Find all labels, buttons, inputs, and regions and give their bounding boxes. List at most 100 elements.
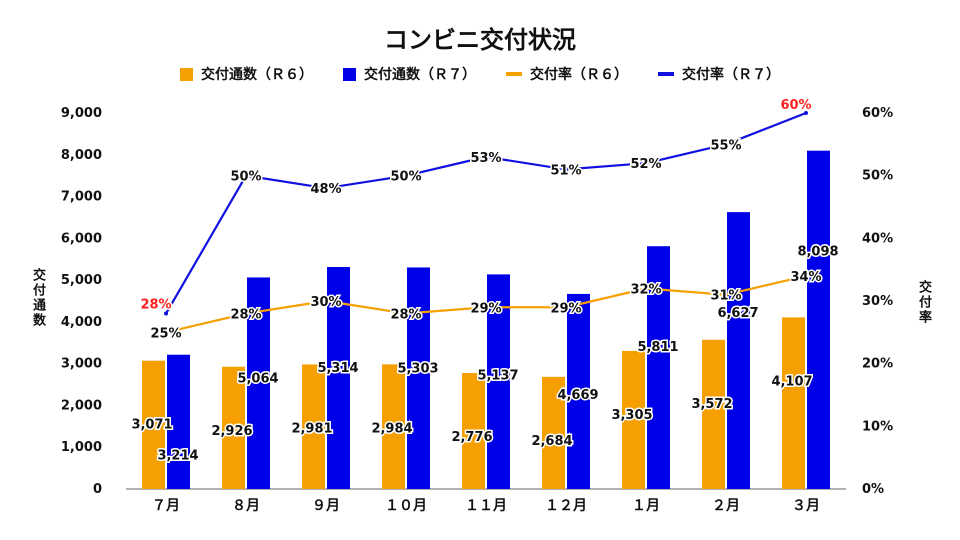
line-r7-rate-point <box>804 111 808 115</box>
bar-r7 <box>567 293 590 489</box>
data-label-r6-rate: 29% <box>470 301 501 316</box>
data-label-r7-rate: 53% <box>470 151 501 166</box>
bar-r6 <box>702 339 725 489</box>
line-r6-rate-point <box>804 273 808 278</box>
line-r6-rate-point <box>564 305 568 310</box>
bar-r7 <box>487 274 510 489</box>
data-label-r7-count: 5,314 <box>317 361 358 376</box>
line-r7-rate-point <box>564 167 568 172</box>
y-tick-left: 3,000 <box>61 357 102 372</box>
bar-r6 <box>542 376 565 489</box>
x-tick-label: ９月 <box>312 498 340 514</box>
line-r7-rate-point <box>164 311 168 316</box>
data-label-r6-count: 4,107 <box>771 374 812 389</box>
data-label-r6-count: 2,684 <box>531 434 572 449</box>
line-r6-rate-point <box>724 292 728 297</box>
x-tick-label: １２月 <box>545 498 587 514</box>
bar-r7 <box>407 267 430 489</box>
legend-swatch-r6-rate <box>506 72 522 76</box>
legend-label-r6-rate: 交付率（Ｒ６） <box>530 67 628 83</box>
line-r7-rate-point <box>484 154 488 159</box>
line-r7-rate-point <box>404 173 408 178</box>
data-label-r6-rate: 30% <box>310 295 341 310</box>
data-label-r7-count: 6,627 <box>717 306 758 321</box>
bar-r6 <box>782 317 805 489</box>
legend-swatch-r7-count <box>343 67 356 81</box>
line-r7-rate-point <box>244 173 248 178</box>
data-label-r6-count: 2,984 <box>371 421 412 436</box>
data-label-r7-count: 4,669 <box>557 388 598 403</box>
legend-item-r7-count: 交付通数（Ｒ７） <box>343 64 476 84</box>
y-tick-left: 9,000 <box>61 106 102 121</box>
legend-item-r7-rate: 交付率（Ｒ７） <box>658 64 780 84</box>
bar-r7 <box>167 354 190 489</box>
y-tick-right: 40% <box>862 231 893 246</box>
y-tick-right: 10% <box>862 419 893 434</box>
data-label-r6-count: 3,572 <box>691 397 732 412</box>
data-label-r7-count: 3,214 <box>157 449 198 464</box>
y-tick-right: 60% <box>862 106 893 121</box>
data-label-r6-rate: 28% <box>230 308 261 323</box>
bar-r6 <box>302 364 325 489</box>
y-axis-label-right: 交付率 <box>916 280 931 325</box>
y-tick-left: 1,000 <box>61 440 102 455</box>
line-r6-rate-point <box>324 299 328 303</box>
data-label-r6-rate: 32% <box>630 282 661 297</box>
y-tick-right: 20% <box>862 357 893 372</box>
y-tick-left: 8,000 <box>61 148 102 163</box>
x-tick-label: ３月 <box>792 498 820 514</box>
data-label-r7-rate: 48% <box>310 182 341 197</box>
y-tick-left: 0 <box>93 482 102 497</box>
y-tick-left: 7,000 <box>61 190 102 205</box>
y-tick-left: 5,000 <box>61 273 102 288</box>
legend-swatch-r7-rate <box>658 72 674 76</box>
line-r7-rate-point <box>644 161 648 166</box>
legend-label-r7-count: 交付通数（Ｒ７） <box>364 67 476 83</box>
y-tick-left: 4,000 <box>61 315 102 330</box>
bar-r6 <box>142 360 165 489</box>
y-tick-right: 0% <box>862 482 884 497</box>
bar-r7 <box>807 150 830 490</box>
legend-item-r6-rate: 交付率（Ｒ６） <box>506 64 628 84</box>
bar-r6 <box>462 373 485 489</box>
data-label-r6-count: 3,305 <box>611 408 652 423</box>
legend-item-r6-count: 交付通数（Ｒ６） <box>180 64 313 84</box>
x-tick-label: １月 <box>632 498 660 514</box>
x-tick-label: ２月 <box>712 498 740 514</box>
data-label-r6-rate: 25% <box>150 326 181 341</box>
x-tick-label: ８月 <box>232 498 260 514</box>
legend: 交付通数（Ｒ６） 交付通数（Ｒ７） 交付率（Ｒ６） 交付率（Ｒ７） <box>0 64 960 84</box>
data-label-r7-count: 5,811 <box>637 340 678 355</box>
data-label-r7-count: 5,137 <box>477 368 518 383</box>
y-tick-left: 6,000 <box>61 231 102 246</box>
line-r6-rate-point <box>644 286 648 291</box>
bar-r7 <box>247 277 270 489</box>
data-label-r7-rate: 50% <box>230 170 261 185</box>
data-label-r7-rate: 50% <box>390 170 421 185</box>
data-label-r6-rate: 31% <box>710 289 741 304</box>
y-tick-right: 50% <box>862 169 893 184</box>
data-label-r7-count: 5,303 <box>397 361 438 376</box>
line-r6-rate-point <box>244 311 248 316</box>
chart-title: コンビニ交付状況 <box>384 26 576 54</box>
data-label-r6-count: 2,981 <box>291 421 332 436</box>
bar-r6 <box>622 350 645 489</box>
y-tick-right: 30% <box>862 294 893 309</box>
data-label-r7-count: 8,098 <box>797 245 838 260</box>
legend-label-r6-count: 交付通数（Ｒ６） <box>201 67 313 83</box>
line-r6-rate-point <box>164 330 168 335</box>
line-r6-rate-point <box>484 305 488 310</box>
data-label-r6-count: 3,071 <box>131 418 172 433</box>
data-label-r6-rate: 34% <box>790 270 821 285</box>
x-tick-label: ７月 <box>152 498 180 514</box>
line-r6-rate-point <box>404 311 408 316</box>
x-tick-label: １０月 <box>385 498 427 514</box>
y-axis-label-left: 交付通数 <box>30 268 45 328</box>
bar-r7 <box>647 246 670 489</box>
line-r7-rate-point <box>324 186 328 191</box>
data-label-r7-rate: 52% <box>630 157 661 172</box>
line-r7-rate-point <box>724 142 728 147</box>
data-label-r7-rate: 60% <box>780 98 811 113</box>
bar-r6 <box>222 366 245 489</box>
